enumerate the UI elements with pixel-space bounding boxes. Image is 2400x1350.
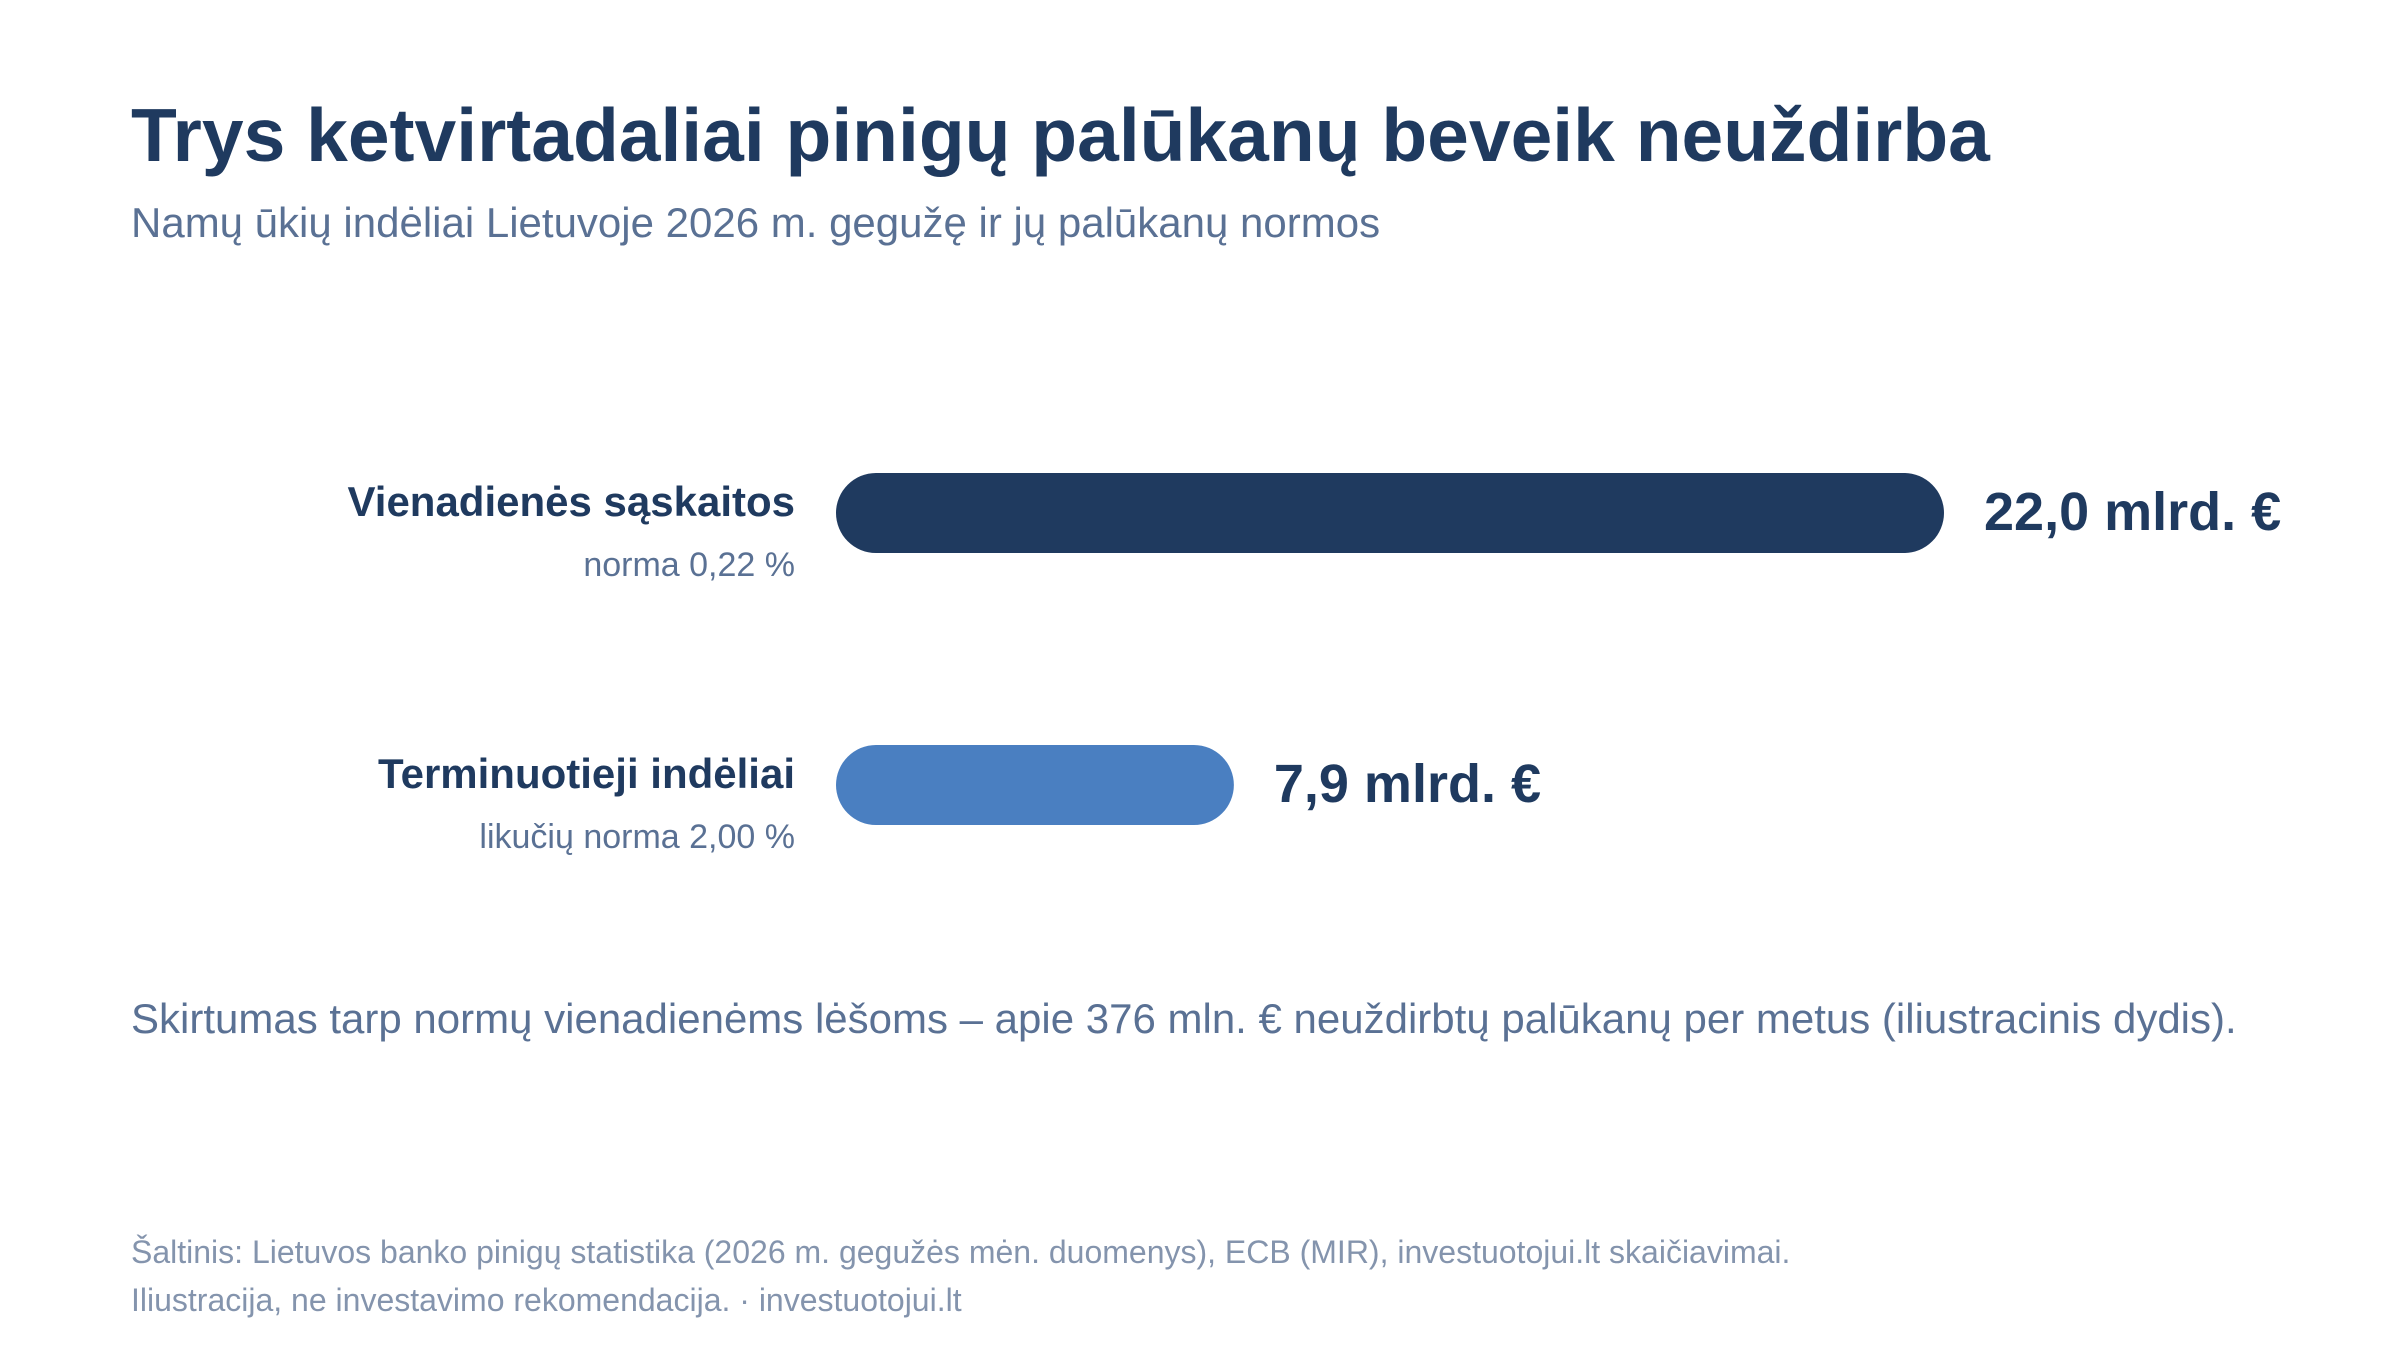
category-sublabel: likučių norma 2,00 % — [479, 818, 795, 856]
data-label: 7,9 mlrd. € — [1274, 754, 1541, 814]
bar — [836, 473, 1944, 553]
chart-subtitle: Namų ūkių indėliai Lietuvoje 2026 m. geg… — [131, 199, 1381, 246]
source-text: Šaltinis: Lietuvos banko pinigų statisti… — [131, 1234, 1791, 1270]
bar — [836, 745, 1234, 825]
category-label: Vienadienės sąskaitos — [348, 478, 795, 525]
data-label: 22,0 mlrd. € — [1984, 482, 2281, 542]
chart-title: Trys ketvirtadaliai pinigų palūkanų beve… — [131, 93, 1990, 177]
disclaimer-text: Iliustracija, ne investavimo rekomendaci… — [131, 1282, 962, 1318]
category-sublabel: norma 0,22 % — [583, 546, 795, 584]
chart-footer: Šaltinis: Lietuvos banko pinigų statisti… — [131, 1228, 1790, 1324]
category-label: Terminuotieji indėliai — [378, 750, 795, 797]
chart-note: Skirtumas tarp normų vienadienėms lėšoms… — [131, 995, 2237, 1042]
